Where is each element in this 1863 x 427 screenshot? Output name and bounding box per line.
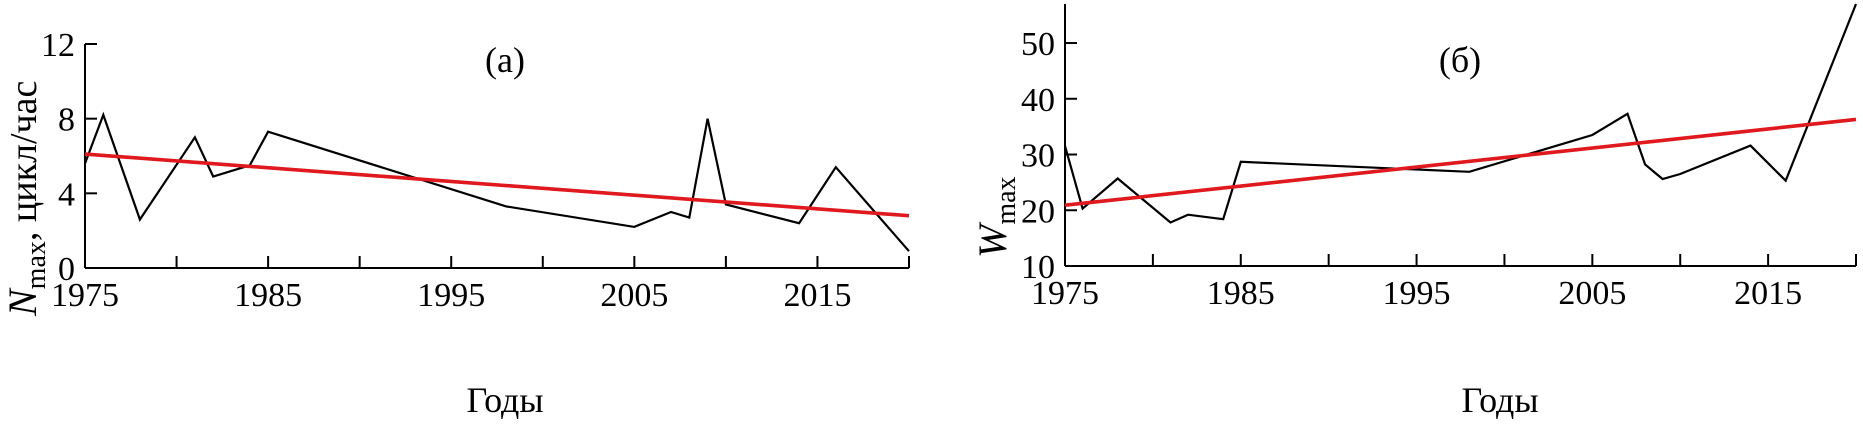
y-axis-title-sub-a: max <box>21 241 52 289</box>
x-tick-label-a: 1985 <box>234 277 302 314</box>
x-tick-label-a: 1975 <box>51 277 119 314</box>
x-tick-label-a: 1995 <box>417 277 485 314</box>
y-axis-title-unit-a: , цикл/час <box>3 81 45 242</box>
trend-line-b <box>1064 117 1857 207</box>
x-tick-label-a: 2015 <box>783 277 851 314</box>
chart-panel-b: (б) Годы Wmax 10 20 30 40 50 1975 1985 1995 2005… <box>970 3 1858 420</box>
x-axis-title-a: Годы <box>466 380 543 420</box>
y-axis-title-main-b: W <box>970 221 1015 258</box>
x-axis-title-b: Годы <box>1461 380 1538 420</box>
data-series-line-a <box>83 111 910 252</box>
y-tick-label-a: 4 <box>58 176 75 213</box>
y-tick-label-b: 30 <box>1021 138 1055 175</box>
x-tick-label-b: 2005 <box>1558 275 1626 312</box>
panel-label-b: (б) <box>1439 40 1481 80</box>
x-tick-label-a: 2005 <box>600 277 668 314</box>
x-tick-label-b: 2015 <box>1734 275 1802 312</box>
y-tick-label-a: 12 <box>41 27 75 64</box>
x-tick-label-b: 1985 <box>1207 275 1275 312</box>
panel-label-a: (а) <box>485 40 525 80</box>
trend-line-a <box>84 152 910 218</box>
y-tick-label-b: 50 <box>1021 26 1055 63</box>
y-tick-label-b: 10 <box>1021 249 1055 286</box>
chart-panel-a: (а) Годы Nmax, цикл/час 0 4 8 12 1975 1985 199… <box>0 27 910 420</box>
y-axis-title-sub-b: max <box>991 176 1022 224</box>
y-tick-label-b: 40 <box>1021 82 1055 119</box>
y-axis-title-a: Nmax, цикл/час <box>0 81 52 317</box>
y-axis-title-main-a: N <box>0 287 45 317</box>
y-tick-label-b: 20 <box>1021 193 1055 230</box>
x-tick-label-b: 1975 <box>1031 275 1099 312</box>
y-tick-label-a: 8 <box>58 102 75 139</box>
x-tick-label-b: 1995 <box>1383 275 1451 312</box>
y-tick-label-a: 0 <box>58 251 75 288</box>
data-series-line-b <box>1063 3 1858 224</box>
y-axis-title-b: Wmax <box>970 176 1022 258</box>
